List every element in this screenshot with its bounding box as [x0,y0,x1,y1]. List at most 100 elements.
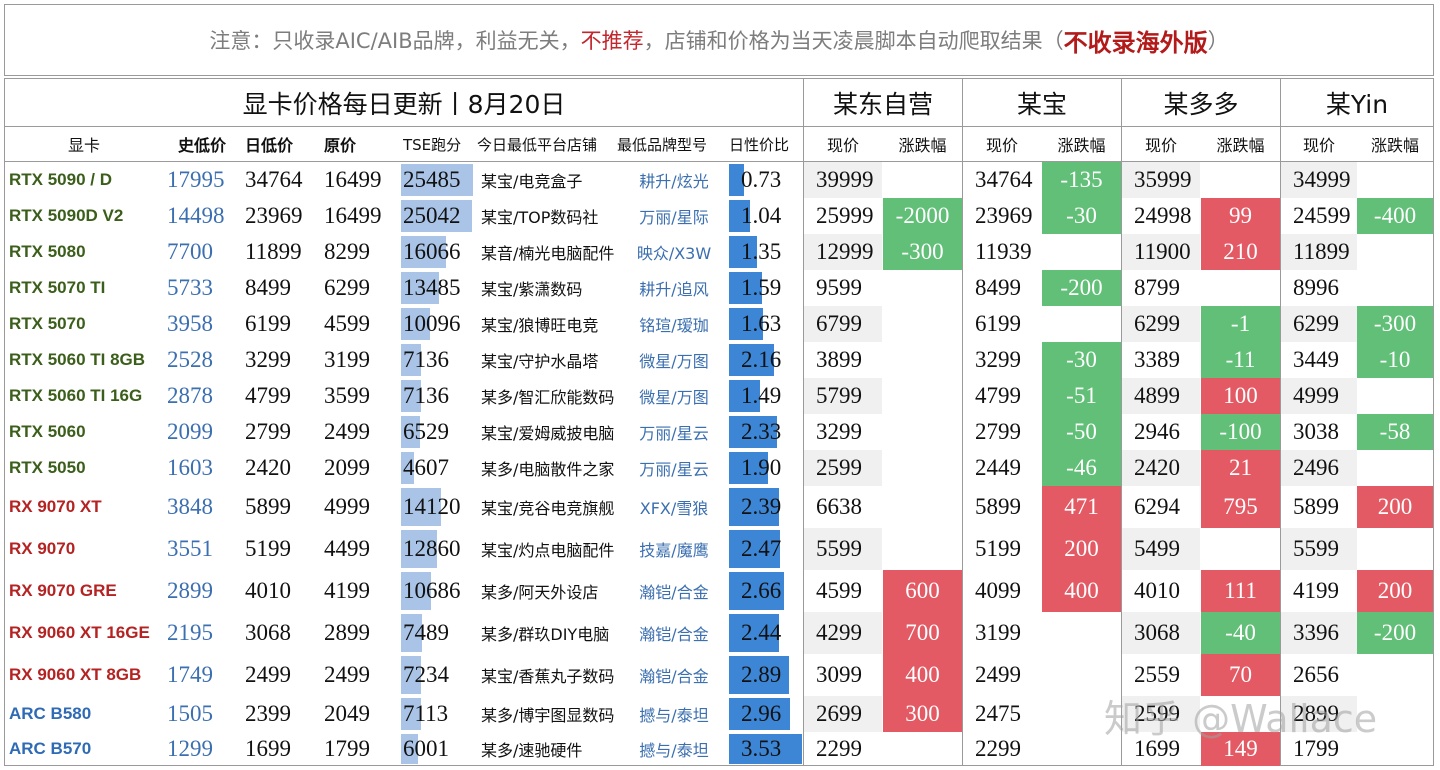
value-ratio-bar [729,572,784,610]
pdd-current-price: 1699 [1134,736,1180,761]
tb-price-change: -30 [1042,198,1121,234]
pdd-current-price: 4899 [1122,378,1200,414]
dy-price-change: -200 [1357,612,1433,654]
day-low-price: 6199 [245,311,291,336]
jd-change-header: 涨跌幅 [898,136,947,155]
tb-price-change: -200 [1042,270,1121,306]
day-low-price: 2399 [245,701,291,726]
lowest-shop: 某多/群玖DIY电脑 [481,625,610,644]
dy-current-price: 6299 [1281,306,1357,342]
value-ratio-bar [729,308,763,340]
lowest-shop: 某宝/竞谷电竞旗舰 [481,499,615,518]
tb-current-price: 3199 [975,620,1021,645]
tb-current-price: 2499 [975,662,1021,687]
notice-suffix: ） [1207,29,1229,53]
value-ratio: 1.90 [741,455,782,480]
platform-header-dy: 某Yin [1325,89,1389,119]
dy-current-price: 8996 [1293,275,1339,300]
tb-price-change [1042,612,1121,654]
lowest-brand-model: 耕升/追风 [639,280,709,299]
orig-price: 4499 [324,536,370,561]
tb-price-change: -51 [1042,378,1121,414]
tse-score-bar [401,164,473,196]
tb-price-change: 200 [1042,528,1121,570]
lowest-shop: 某多/速驰硬件 [481,741,583,760]
value-ratio: 2.47 [741,536,782,561]
tse-score-bar [401,344,421,376]
tse-score-bar [401,272,439,304]
orig-price: 6299 [324,275,370,300]
tse-score-bar [401,308,430,340]
gpu-name: RTX 5070 [9,314,86,333]
orig-price: 8299 [324,239,370,264]
lowest-shop: 某多/智汇欣能数码 [481,388,615,407]
day-low-price: 2799 [245,419,291,444]
tb-price-change [1042,306,1121,342]
gpu-name: RTX 5090D V2 [9,206,124,225]
tse-score: 7234 [403,662,449,687]
day-low-price: 5199 [245,536,291,561]
tse-score-bar [401,416,420,448]
gpu-name: RX 9060 XT 8GB [9,665,142,684]
dy-price-change [1357,162,1433,198]
pdd-price-change: -11 [1201,342,1280,378]
value-ratio: 1.63 [741,311,782,336]
gpu-name: RTX 5060 [9,422,86,441]
notice-middle: ，店铺和价格为当天凌晨脚本自动爬取结果（ [643,29,1064,53]
pdd-current-price: 5499 [1122,528,1200,570]
col-header-shop: 今日最低平台店铺 [477,135,598,154]
jd-price-change: -300 [883,234,962,270]
tse-score-bar [401,200,472,232]
lowest-brand-model: 微星/万图 [639,352,709,371]
pdd-current-price: 2599 [1122,696,1200,732]
tb-current-price: 2475 [975,701,1021,726]
col-header-day-low: 日低价 [245,136,294,155]
dy-price-change [1357,378,1433,414]
orig-price: 2499 [324,662,370,687]
pdd-current-price: 35999 [1122,162,1200,198]
lowest-brand-model: 撼与/泰坦 [639,741,709,760]
lowest-shop: 某宝/香蕉丸子数码 [481,667,615,686]
hist-low-price: 5733 [167,275,213,300]
value-ratio-bar [729,272,762,304]
lowest-shop: 某宝/电竞盒子 [481,172,583,191]
pdd-price-change: 210 [1201,234,1280,270]
day-low-price: 4799 [245,383,291,408]
tse-score: 13485 [403,275,461,300]
tb-price-change: -50 [1042,414,1121,450]
jd-price-change [883,528,962,570]
jd-price-change [883,414,962,450]
pdd-current-price: 6294 [1134,494,1180,519]
dy-price-change [1357,270,1433,306]
tb-price-change: -30 [1042,342,1121,378]
jd-price-change: 400 [883,654,962,696]
hist-low-price: 3551 [167,536,213,561]
divider-tb [962,79,963,765]
tb-price-change: 400 [1042,570,1121,612]
pdd-price-change: -100 [1201,414,1280,450]
lowest-brand-model: 瀚铠/合金 [639,583,709,602]
jd-price-change [883,162,962,198]
tse-score-bar [401,452,414,484]
jd-current-price: 3099 [816,662,862,687]
lowest-brand-model: 微星/万图 [639,388,709,407]
jd-price-change: 300 [883,696,962,732]
tb-current-price: 2799 [975,419,1021,444]
pdd-current-price: 2559 [1134,662,1180,687]
pdd-current-price: 24998 [1134,203,1192,228]
tse-score: 10096 [403,311,461,336]
tse-score: 25485 [403,167,461,192]
lowest-brand-model: 万丽/星云 [639,424,709,443]
value-ratio-bar [729,380,760,412]
tse-score-bar [401,614,422,652]
tb-current-price: 5899 [975,494,1021,519]
dy-price-change: -10 [1357,342,1433,378]
day-low-price: 4010 [245,578,291,603]
pdd-current-price: 3068 [1122,612,1200,654]
hist-low-price: 2099 [167,419,213,444]
tb-current-price: 11939 [975,239,1032,264]
hist-low-price: 7700 [167,239,213,264]
orig-price: 3599 [324,383,370,408]
lowest-brand-model: 瀚铠/合金 [639,625,709,644]
